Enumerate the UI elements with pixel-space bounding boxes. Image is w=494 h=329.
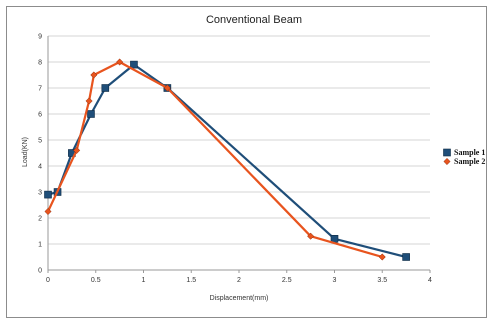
legend-marker-2 [443, 157, 451, 166]
y-tick-label-4: 4 [38, 164, 42, 171]
x-tick-label-3: 1.5 [186, 277, 196, 284]
x-tick-label-8: 4 [428, 277, 432, 284]
series-1 [44, 60, 410, 261]
series-1-point-0 [44, 190, 52, 199]
y-tick-label-7: 7 [38, 86, 42, 93]
chart-title: Conventional Beam [206, 14, 302, 26]
series-2-point-0 [44, 207, 52, 216]
series-2-point-5 [163, 84, 171, 92]
series-2-point-2 [85, 97, 93, 105]
y-tick-label-0: 0 [38, 268, 42, 275]
y-tick-label-5: 5 [38, 138, 42, 145]
x-tick-label-1: 0.5 [91, 277, 101, 284]
y-tick-label-9: 9 [38, 34, 42, 41]
axes [47, 36, 431, 273]
x-tick-label-5: 2.5 [282, 277, 292, 284]
series-1-point-3 [87, 110, 95, 118]
y-tick-label-6: 6 [38, 112, 42, 119]
series-group [44, 58, 410, 261]
y-tick-label-2: 2 [38, 216, 42, 223]
legend-marker-1 [443, 148, 451, 157]
legend-label-2: Sample 2 [454, 157, 485, 166]
series-2 [44, 58, 386, 261]
x-tick-label-6: 3 [333, 277, 337, 284]
y-tick-label-3: 3 [38, 190, 42, 197]
series-1-point-4 [101, 84, 110, 92]
x-tick-label-0: 0 [46, 277, 50, 284]
series-2-point-4 [116, 58, 124, 66]
y-tick-label-8: 8 [38, 60, 42, 67]
series-1-point-8 [402, 253, 410, 261]
x-tick-label-7: 3.5 [377, 277, 387, 284]
series-1-point-7 [330, 235, 339, 243]
y-tick-label-1: 1 [38, 242, 42, 249]
x-tick-label-2: 1 [142, 277, 146, 284]
series-2-point-6 [307, 232, 315, 240]
x-axis-title: Displacement(mm) [210, 295, 269, 302]
chart-frame [6, 6, 487, 318]
tick-labels: 0 1 2 3 4 5 6 7 8 9 0 0.5 1 1.5 2 2.5 3 3.5 4 [38, 34, 432, 285]
series-2-line [47, 60, 383, 259]
series-2-point-7 [378, 253, 386, 261]
series-2-point-1 [73, 146, 81, 154]
x-tick-label-4: 2 [237, 277, 241, 284]
legend-label-1: Sample 1 [454, 148, 485, 157]
series-1-point-5 [130, 60, 138, 69]
y-axis-title: Load(KN) [22, 137, 29, 167]
series-2-point-3 [90, 71, 98, 79]
series-1-line [47, 63, 407, 259]
